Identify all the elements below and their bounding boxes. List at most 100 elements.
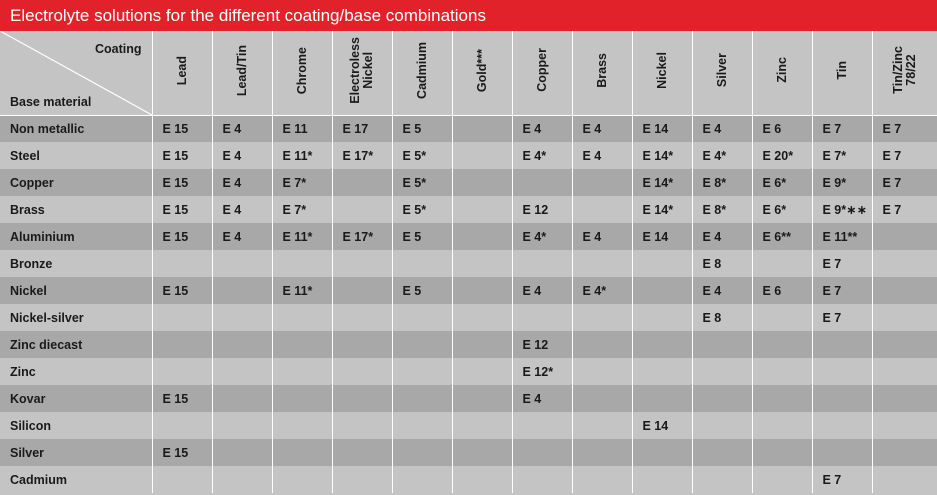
electrolyte-cell xyxy=(452,196,513,223)
electrolyte-cell: E 7* xyxy=(812,142,873,169)
electrolyte-cell xyxy=(872,223,937,250)
electrolyte-cell: E 8 xyxy=(692,250,753,277)
base-material-label: Zinc xyxy=(0,358,153,385)
electrolyte-cell: E 8* xyxy=(692,169,753,196)
coating-header: Tin/Zinc 78/22 xyxy=(872,31,937,116)
electrolyte-cell xyxy=(752,439,813,466)
electrolyte-cell xyxy=(512,304,573,331)
electrolyte-cell xyxy=(452,115,513,142)
electrolyte-cell xyxy=(392,304,453,331)
electrolyte-cell xyxy=(152,304,213,331)
electrolyte-cell: E 5 xyxy=(392,277,453,304)
electrolyte-cell: E 7* xyxy=(272,169,333,196)
electrolyte-cell xyxy=(332,439,393,466)
electrolyte-cell: E 11* xyxy=(272,142,333,169)
table-row: Zinc diecast E 12 xyxy=(0,331,937,358)
electrolyte-cell: E 15 xyxy=(152,223,213,250)
base-material-label: Aluminium xyxy=(0,223,153,250)
electrolyte-cell xyxy=(872,331,937,358)
electrolyte-cell xyxy=(632,277,693,304)
coating-header: Chrome xyxy=(272,31,333,116)
electrolyte-cell xyxy=(332,466,393,493)
electrolyte-cell xyxy=(392,358,453,385)
electrolyte-cell xyxy=(692,358,753,385)
electrolyte-cell xyxy=(212,412,273,439)
coating-header-label: Tin/Zinc 78/22 xyxy=(890,46,918,95)
electrolyte-cell: E 7 xyxy=(812,250,873,277)
table-title: Electrolyte solutions for the different … xyxy=(0,0,937,31)
electrolyte-cell: E 15 xyxy=(152,169,213,196)
electrolyte-cell xyxy=(692,439,753,466)
electrolyte-cell xyxy=(152,331,213,358)
base-material-label: Copper xyxy=(0,169,153,196)
electrolyte-cell xyxy=(632,466,693,493)
base-material-label: Silicon xyxy=(0,412,153,439)
electrolyte-cell: E 4 xyxy=(572,115,633,142)
electrolyte-cell xyxy=(752,250,813,277)
electrolyte-cell xyxy=(752,331,813,358)
base-material-label: Zinc diecast xyxy=(0,331,153,358)
electrolyte-cell: E 4 xyxy=(692,223,753,250)
coating-header-label: Chrome xyxy=(294,46,309,94)
coating-header: Silver xyxy=(692,31,753,116)
electrolyte-cell xyxy=(272,250,333,277)
electrolyte-cell xyxy=(392,412,453,439)
electrolyte-cell: E 14* xyxy=(632,169,693,196)
electrolyte-cell xyxy=(212,277,273,304)
electrolyte-cell xyxy=(452,331,513,358)
electrolyte-cell: E 6 xyxy=(752,115,813,142)
coating-header-label: Electroless Nickel xyxy=(348,36,375,104)
electrolyte-cell xyxy=(272,304,333,331)
diagonal-divider xyxy=(0,31,151,114)
electrolyte-cell xyxy=(332,385,393,412)
electrolyte-cell xyxy=(812,385,873,412)
electrolyte-cell xyxy=(212,304,273,331)
electrolyte-cell xyxy=(452,142,513,169)
electrolyte-cell: E 15 xyxy=(152,115,213,142)
electrolyte-cell xyxy=(872,358,937,385)
electrolyte-cell xyxy=(332,250,393,277)
electrolyte-cell: E 12* xyxy=(512,358,573,385)
table-row: Zinc E 12* xyxy=(0,358,937,385)
table-row: Cadmium E 7 xyxy=(0,466,937,493)
electrolyte-cell: E 14 xyxy=(632,115,693,142)
electrolyte-cell: E 5* xyxy=(392,196,453,223)
electrolyte-cell xyxy=(332,169,393,196)
electrolyte-cell xyxy=(512,439,573,466)
electrolyte-cell: E 4 xyxy=(212,115,273,142)
electrolyte-cell: E 5 xyxy=(392,223,453,250)
electrolyte-cell: E 4 xyxy=(692,115,753,142)
corner-cell: Coating Base material xyxy=(0,31,153,116)
electrolyte-cell xyxy=(512,412,573,439)
coating-header: Lead/Tin xyxy=(212,31,273,116)
coating-header-label: Zinc xyxy=(774,57,789,84)
base-material-label: Kovar xyxy=(0,385,153,412)
electrolyte-table: Coating Base material Lead Lead/Tin Chrome… xyxy=(0,31,937,493)
electrolyte-cell xyxy=(692,466,753,493)
coating-header: Brass xyxy=(572,31,633,116)
base-material-label: Nickel xyxy=(0,277,153,304)
electrolyte-cell xyxy=(392,466,453,493)
electrolyte-cell: E 4 xyxy=(212,169,273,196)
coating-header: Cadmium xyxy=(392,31,453,116)
electrolyte-cell xyxy=(212,466,273,493)
electrolyte-cell: E 15 xyxy=(152,196,213,223)
electrolyte-cell xyxy=(572,331,633,358)
base-material-label: Non metallic xyxy=(0,115,153,142)
base-material-label: Silver xyxy=(0,439,153,466)
electrolyte-cell xyxy=(212,331,273,358)
electrolyte-cell xyxy=(512,466,573,493)
electrolyte-cell: E 6** xyxy=(752,223,813,250)
electrolyte-cell xyxy=(872,466,937,493)
electrolyte-cell: E 8 xyxy=(692,304,753,331)
header-row: Coating Base material Lead Lead/Tin Chrome… xyxy=(0,31,937,116)
electrolyte-cell: E 20* xyxy=(752,142,813,169)
electrolyte-cell xyxy=(572,196,633,223)
electrolyte-cell: E 6* xyxy=(752,169,813,196)
electrolyte-cell: E 9* xyxy=(812,169,873,196)
electrolyte-cell xyxy=(752,358,813,385)
electrolyte-cell: E 4 xyxy=(572,142,633,169)
